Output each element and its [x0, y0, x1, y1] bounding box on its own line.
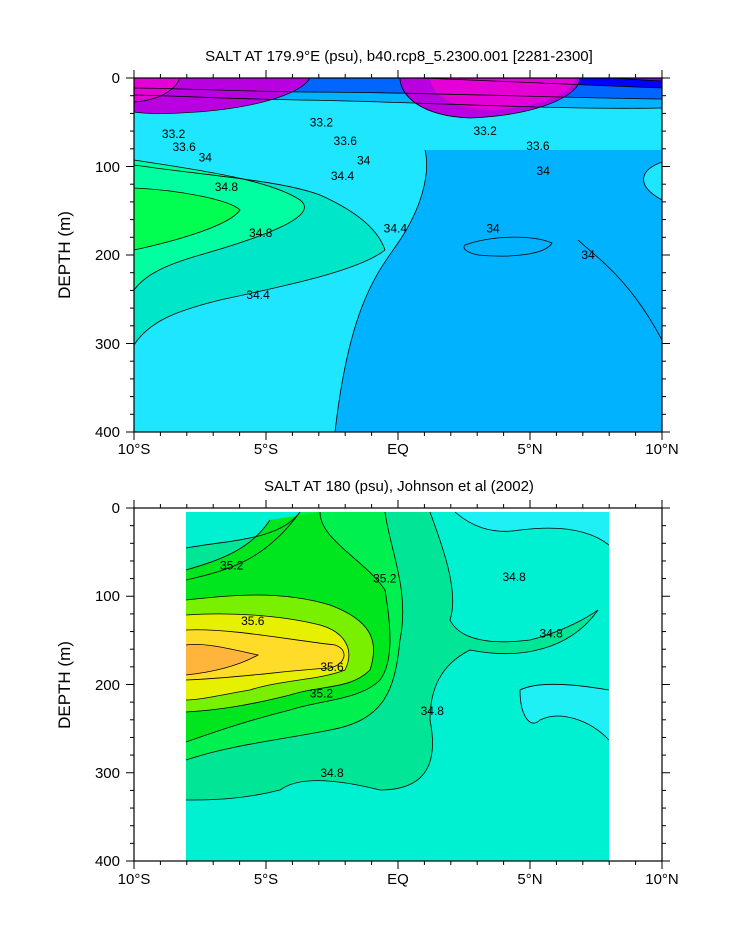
contour-label: 33.6	[172, 140, 196, 154]
contour-label: 35.2	[373, 572, 397, 586]
contour-label: 35.6	[320, 660, 344, 674]
y-tick-label: 200	[95, 677, 120, 694]
y-axis-label-observations: DEPTH (m)	[55, 641, 74, 729]
contour-fill-observations	[134, 508, 662, 861]
y-tick-label: 0	[112, 500, 120, 517]
contour-labels-model: 33.233.233.233.6 33.6 33.634 343434.834.434…	[162, 115, 595, 302]
y-tick-label: 200	[95, 247, 120, 264]
contour-label: 34.8	[320, 766, 344, 780]
contour-label: 33.6	[334, 134, 358, 148]
x-tick-label: 10°N	[645, 871, 679, 888]
contour-label: 35.2	[220, 558, 244, 572]
contour-label: 34.8	[502, 570, 526, 584]
contour-label: 35.6	[241, 614, 265, 628]
x-tick-label: EQ	[387, 441, 409, 458]
fill-36.0-36.2	[186, 644, 258, 675]
contour-label: 34	[537, 164, 551, 178]
contour-labels-observations: 35.2 35.2 34.8 35.6 34.8 35.6 35.2 34.8 34.8	[220, 558, 563, 780]
y-axis-label-model: DEPTH (m)	[55, 211, 74, 299]
y-tick-label: 400	[95, 853, 120, 870]
x-tick-label: 5°S	[254, 871, 278, 888]
no-data-top	[134, 508, 662, 512]
contour-label: 34.4	[331, 169, 355, 183]
contour-label: 34	[357, 153, 371, 167]
contour-lines-observations	[185, 511, 610, 801]
x-tick-labels-observations: 10°S 5°S EQ 5°N 10°N	[118, 871, 679, 888]
x-tick-label: 5°S	[254, 441, 278, 458]
x-tick-labels-model: 10°S 5°S EQ 5°N 10°N	[118, 441, 679, 458]
x-tick-label: 10°S	[118, 871, 151, 888]
contour-label: 33.2	[310, 115, 334, 129]
y-tick-labels-observations: 0 100 200 300 400	[95, 500, 120, 870]
y-tick-label: 300	[95, 765, 120, 782]
contour-label: 34.4	[246, 288, 270, 302]
y-tick-label: 0	[112, 70, 120, 87]
x-tick-label: 5°N	[517, 871, 542, 888]
x-tick-label: 10°S	[118, 441, 151, 458]
axis-ticks-observations	[126, 500, 670, 869]
x-tick-label: 5°N	[517, 441, 542, 458]
fill-33.6-34.0-pocket	[463, 237, 552, 257]
fill-32.0-32.4-left	[134, 78, 310, 114]
x-tick-label: EQ	[387, 871, 409, 888]
no-data-right	[609, 508, 662, 861]
fill-31.6-32.0-left	[134, 78, 180, 102]
y-tick-label: 300	[95, 336, 120, 353]
panel-observations: SALT AT 180 (psu), Johnson et al (2002)	[55, 478, 679, 888]
panel-model: SALT AT 179.9°E (psu), b40.rcp8_5.2300.0…	[55, 48, 679, 458]
contour-label: 34	[581, 248, 595, 262]
contour-label: 34.8	[421, 704, 445, 718]
fill-34.0-34.4-right-pocket	[643, 162, 662, 200]
contour-label: 34.8	[215, 180, 239, 194]
contour-label: 34.8	[249, 226, 273, 240]
contour-label: 33.6	[526, 139, 550, 153]
no-data-left	[134, 508, 186, 861]
y-tick-label: 100	[95, 159, 120, 176]
fill-35.2-35.6	[134, 188, 240, 250]
contour-label: 35.2	[310, 686, 334, 700]
contour-label: 34	[486, 221, 500, 235]
y-tick-labels-model: 0 100 200 300 400	[95, 70, 120, 441]
fill-31.6-32.0-right	[430, 78, 575, 110]
contour-lines-model	[134, 78, 662, 432]
fill-34.4-34.6-rightpocket	[520, 684, 609, 740]
contour-label: 33.2	[473, 124, 497, 138]
y-tick-label: 100	[95, 588, 120, 605]
y-tick-label: 400	[95, 424, 120, 441]
chart-title-model: SALT AT 179.9°E (psu), b40.rcp8_5.2300.0…	[205, 48, 593, 65]
chart-title-observations: SALT AT 180 (psu), Johnson et al (2002)	[264, 478, 534, 495]
axis-ticks-model	[126, 70, 670, 440]
contour-label: 33.2	[162, 127, 186, 141]
fill-33.6-34.0-right	[335, 150, 662, 432]
contour-label: 34.8	[539, 626, 563, 640]
contour-fill-model	[134, 78, 662, 432]
contour-label: 34	[199, 151, 213, 165]
contour-label: 34.4	[384, 221, 408, 235]
x-tick-label: 10°N	[645, 441, 679, 458]
